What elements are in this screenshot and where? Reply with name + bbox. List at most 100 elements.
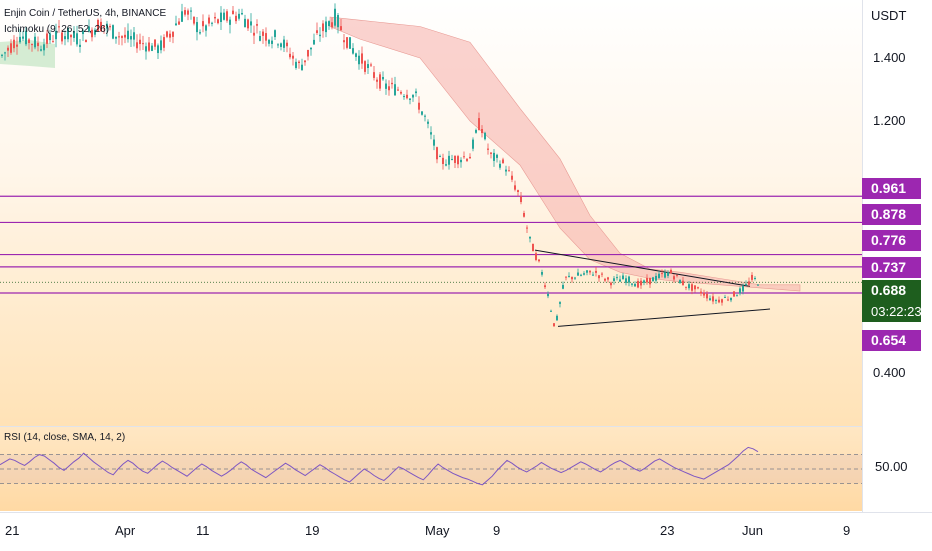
candle-body [511,175,513,180]
candle-body [424,115,426,117]
time-tick: Jun [742,523,763,538]
candle-body [250,21,252,26]
candle-body [604,278,606,281]
candle-body [535,253,537,260]
candle-body [730,297,732,301]
candle-body [520,196,522,203]
candle-body [31,44,33,46]
candle-body [175,23,177,26]
candle-body [487,148,489,150]
candle-body [643,280,645,283]
rsi-pane[interactable]: RSI (14, close, SMA, 14, 2) [0,427,862,511]
candle-body [304,60,306,63]
candle-body [670,269,672,274]
candle-body [49,33,51,41]
candle-body [568,275,570,277]
candle-body [226,11,228,21]
candle-body [211,22,213,24]
candle-body [214,16,216,19]
symbol-legend[interactable]: Enjin Coin / TetherUS, 4h, BINANCE [4,8,167,19]
candle-body [265,33,267,41]
candle-body [187,10,189,15]
candle-body [64,36,66,40]
candle-body [418,102,420,110]
candle-body [40,49,42,51]
ichimoku-legend[interactable]: Ichimoku (9, 26, 52, 26) [4,24,110,35]
candle-body [271,40,273,44]
candle-body [205,25,207,31]
candle-body [586,270,588,273]
rsi-legend[interactable]: RSI (14, close, SMA, 14, 2) [4,432,126,443]
main-price-pane[interactable]: Enjin Coin / TetherUS, 4h, BINANCE Ichim… [0,0,862,426]
candle-body [688,284,690,289]
candle-body [679,279,681,284]
candle-body [400,91,402,94]
candle-body [364,61,366,72]
candle-body [337,15,339,28]
level-price-label: 0.654 [862,330,921,351]
pane-separator[interactable] [0,426,862,427]
candle-body [196,22,198,33]
candle-body [652,277,654,282]
level-price-label: 0.961 [862,178,921,199]
candle-body [724,296,726,298]
candle-body [589,270,591,273]
candle-body [172,31,174,37]
candle-body [10,43,12,53]
candle-body [367,64,369,69]
price-axis[interactable]: USDT 1.400 1.200 0.400 50.00 [862,0,932,512]
candle-body [34,36,36,48]
price-tick: 0.400 [873,365,906,380]
triangle-upper-line [534,249,751,287]
candle-body [262,31,264,36]
candle-body [550,310,552,312]
candle-body [106,23,108,29]
candle-body [601,273,603,275]
candle-body [142,43,144,45]
time-axis[interactable]: 21 Apr 11 19 May 9 23 Jun 9 [0,512,932,551]
candle-body [313,39,315,45]
time-tick: May [425,523,450,538]
candle-body [391,82,393,85]
rsi-axis-tick: 50.00 [875,459,908,474]
current-price-label: 0.688 03:22:23 [862,280,922,322]
price-chart[interactable] [0,0,862,426]
candle-body [229,19,231,25]
candle-body [130,36,132,40]
candle-body [166,31,168,37]
candle-body [451,158,453,160]
candle-body [373,72,375,78]
time-tick: Apr [115,523,136,538]
time-tick: 19 [305,523,320,538]
candle-body [517,190,519,193]
candle-body [97,19,99,32]
candle-body [199,32,201,34]
candle-body [13,39,15,49]
candle-body [628,276,630,283]
candle-body [259,35,261,41]
candle-body [331,22,333,28]
candle-body [103,26,105,28]
candle-body [310,47,312,50]
candle-body [286,42,288,47]
rsi-chart[interactable] [0,427,862,511]
candle-body [382,77,384,80]
candle-body [706,293,708,299]
candle-body [112,25,114,39]
candle-body [76,33,78,45]
candle-body [394,84,396,96]
candle-body [406,94,408,99]
candle-body [757,284,759,286]
candle-body [247,19,249,29]
candle-body [178,21,180,25]
candle-body [454,155,456,163]
candle-body [193,16,195,24]
candle-body [238,13,240,19]
candle-body [316,30,318,34]
candle-body [118,36,120,38]
candle-body [58,26,60,28]
price-tick: 1.400 [873,50,906,65]
candle-body [292,55,294,59]
candle-body [547,293,549,297]
candle-body [634,283,636,287]
